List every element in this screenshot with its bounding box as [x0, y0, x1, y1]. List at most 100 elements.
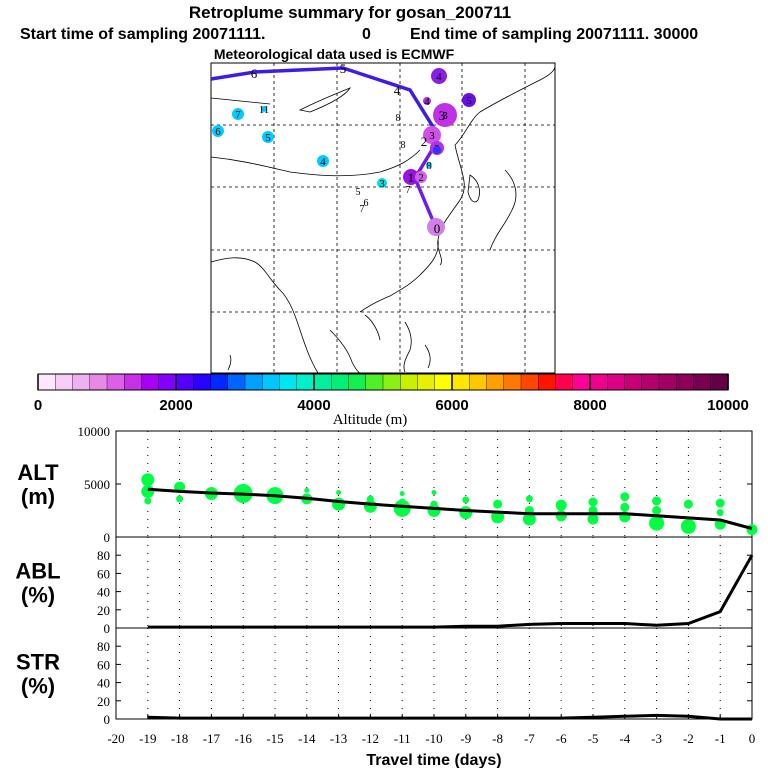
y-tick-label: 10000 — [78, 424, 111, 439]
cluster-label: 7 — [235, 109, 241, 121]
alt-ylabel: (m) — [21, 484, 55, 509]
colorbar-tick-label: 4000 — [297, 397, 330, 414]
colorbar-cell — [244, 373, 263, 391]
altitude-scatter-point — [652, 506, 662, 515]
cluster-marker — [423, 126, 441, 144]
trajectory-day-label: 5 — [340, 61, 347, 76]
x-tick-label: -1 — [715, 731, 726, 746]
cluster-marker — [415, 171, 427, 183]
colorbar-cell — [451, 373, 470, 391]
abl-panel: 0 20 40 60 80 ABL(%) — [15, 536, 754, 636]
colorbar-cell — [589, 373, 608, 391]
trajectory-map: 45332127654311486543210567887 — [210, 61, 556, 374]
colorbar-cell — [658, 373, 677, 391]
altitude-scatter-point — [462, 496, 470, 504]
altitude-scatter-point — [493, 499, 503, 509]
cluster-marker — [431, 68, 447, 84]
y-tick-label: 0 — [104, 712, 111, 727]
map-gridlines — [211, 63, 555, 373]
x-tick-label: -5 — [588, 731, 599, 746]
colorbar-cell — [141, 373, 160, 391]
cluster-label: 11 — [259, 104, 270, 116]
x-tick-label: -14 — [298, 731, 316, 746]
colorbar-cell — [89, 373, 108, 391]
cluster-label-small: 8 — [396, 113, 401, 124]
altitude-scatter-point — [555, 499, 567, 511]
colorbar-cell — [572, 373, 591, 391]
colorbar-cell — [296, 373, 315, 391]
cluster-label: 4 — [436, 71, 442, 83]
x-tick-label: -18 — [171, 731, 188, 746]
y-tick-label: 20 — [97, 694, 110, 709]
y-tick-label: 60 — [97, 657, 110, 672]
cluster-marker — [261, 106, 267, 112]
map-frame — [210, 62, 556, 374]
cluster-marker — [426, 162, 432, 168]
end-time-label: End time of sampling 20071111. 30000 — [410, 26, 699, 43]
altitude-scatter-point — [680, 518, 696, 534]
altitude-scatter-point — [683, 499, 693, 509]
x-axis-label: Travel time (days) — [366, 752, 501, 768]
colorbar-cell — [434, 373, 453, 391]
colorbar-cell — [279, 373, 298, 391]
trajectory-day-label: 0 — [434, 221, 441, 236]
cluster-label: 2 — [418, 172, 424, 184]
colorbar-cell — [555, 373, 574, 391]
y-tick-label: 0 — [104, 621, 111, 636]
colorbar-cell — [538, 373, 557, 391]
altitude-scatter-point — [363, 499, 377, 513]
colorbar-cell — [193, 373, 212, 391]
cluster-label-small: 8 — [401, 140, 406, 151]
altitude-scatter-point — [141, 473, 155, 487]
cluster-label: 3 — [379, 178, 385, 190]
alt-panel: 0 5000 10000 ALT(m) — [17, 424, 758, 545]
altitude-scatter-point — [522, 512, 536, 526]
trajectory-line-blue — [210, 66, 437, 131]
x-tick-label: -7 — [524, 731, 535, 746]
cluster-marker — [317, 155, 329, 167]
colorbar-cell — [693, 373, 712, 391]
colorbar-tick-label: 2000 — [159, 397, 192, 414]
cluster-label-small: 7 — [360, 204, 365, 215]
start-time-label: Start time of sampling 20071111. — [20, 26, 266, 43]
y-tick-label: 60 — [97, 566, 110, 581]
colorbar-cell — [348, 373, 367, 391]
y-tick-label: 80 — [97, 639, 110, 654]
y-tick-label: 20 — [97, 603, 110, 618]
met-data-label: Meteorological data used is ECMWF — [213, 46, 455, 62]
colorbar-tick-label: 0 — [34, 397, 42, 414]
str-series-line — [147, 713, 752, 721]
x-tick-label: -19 — [139, 731, 156, 746]
alt-ylabel: ALT — [17, 460, 59, 485]
altitude-scatter-point — [620, 502, 630, 512]
altitude-scatter-point — [304, 487, 310, 493]
altitude-scatter-point — [336, 489, 342, 495]
cluster-label: 5 — [466, 95, 472, 107]
cluster-label: 6 — [215, 126, 221, 138]
cluster-label-small: 7 — [406, 185, 411, 196]
altitude-scatter-point — [427, 504, 441, 517]
cluster-marker — [427, 218, 445, 236]
cluster-label: 3 — [442, 110, 448, 122]
trajectory-day-label: 6 — [251, 66, 258, 81]
altitude-scatter-point — [588, 497, 598, 507]
colorbar-cell — [55, 373, 74, 391]
str-ylabel: STR — [16, 650, 60, 675]
altitude-scatter-point — [431, 489, 437, 495]
cluster-label-small: 6 — [364, 198, 369, 209]
cluster-label: 5 — [265, 132, 271, 144]
altitude-scatter-point — [746, 524, 758, 536]
trajectory-day-label: 1 — [408, 170, 415, 185]
colorbar-tick-label: 10000 — [707, 397, 749, 414]
cluster-marker — [433, 146, 441, 154]
cluster-marker — [423, 97, 431, 105]
colorbar-cell — [262, 373, 281, 391]
x-tick-label: -2 — [683, 731, 694, 746]
altitude-scatter-point — [652, 496, 662, 506]
cluster-marker — [212, 125, 224, 137]
y-tick-label: 5000 — [84, 477, 110, 492]
altitude-scatter-point — [399, 491, 405, 497]
colorbar-tick-label: 8000 — [573, 397, 606, 414]
cluster-marker — [232, 108, 244, 120]
